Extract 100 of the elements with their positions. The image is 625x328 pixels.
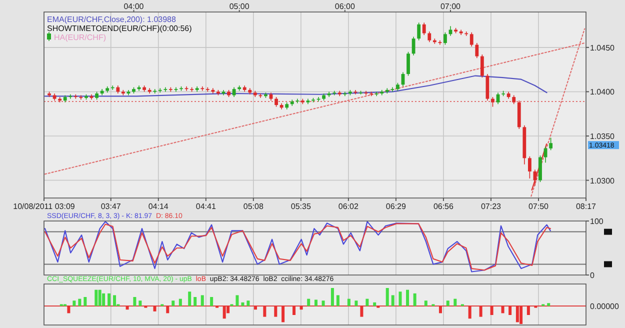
y-tick-label: 1.0450	[590, 43, 616, 52]
bar	[446, 300, 450, 306]
bar	[222, 306, 226, 319]
annotation: SHOWTIMETOEND(EUR/CHF)(0:00:56)	[47, 24, 192, 33]
candlestick	[549, 137, 553, 151]
bar	[366, 298, 369, 306]
candlestick	[438, 40, 442, 46]
candlestick	[475, 42, 479, 58]
bar	[254, 306, 257, 310]
bar	[292, 306, 296, 315]
y-tick-label: 100	[590, 217, 604, 226]
x-tick-label: 05:35	[290, 202, 312, 211]
candlestick	[406, 51, 410, 76]
candlestick	[538, 155, 542, 182]
bar	[330, 288, 334, 306]
bar	[307, 298, 310, 306]
bar	[386, 288, 389, 306]
bar	[490, 306, 494, 315]
candlestick	[417, 22, 421, 41]
bar	[188, 292, 192, 306]
bar	[479, 306, 482, 317]
y-tick-label: 1.0300	[590, 176, 616, 186]
candlestick	[200, 86, 204, 92]
x-tick-label: 08:17	[576, 202, 597, 211]
bar	[274, 306, 278, 317]
text: EMA(EUR/CHF,Close,200): 1.03988	[47, 15, 176, 24]
candlestick	[274, 96, 278, 108]
bar	[166, 306, 170, 314]
bar	[138, 300, 142, 306]
y-tick-label: 1.0350	[590, 132, 616, 141]
bar	[210, 297, 214, 306]
x-tick-label: 07:50	[528, 202, 550, 211]
x-tick-label: 05:08	[243, 202, 264, 211]
bar	[72, 300, 76, 306]
bar	[241, 302, 244, 306]
candlestick	[332, 90, 336, 96]
bar	[282, 306, 285, 322]
bar	[520, 306, 523, 324]
bar	[322, 300, 325, 306]
x-tick-label: 10/08/2011 03:09	[13, 202, 76, 211]
x2-tick-label: 06:00	[334, 2, 356, 11]
bar	[373, 302, 376, 306]
candlestick	[491, 96, 494, 108]
bar	[102, 293, 106, 306]
ref-line-label: 0.00000	[590, 302, 620, 311]
bar	[263, 306, 266, 317]
candlestick	[184, 86, 188, 92]
bar	[468, 306, 472, 319]
bar	[194, 297, 197, 306]
candlestick	[422, 22, 426, 36]
bar	[347, 298, 350, 306]
candlestick	[428, 31, 432, 43]
x-tick-label: 04:14	[148, 202, 169, 211]
candlestick	[444, 32, 447, 46]
x2-tick-label: 07:00	[440, 2, 462, 11]
bar	[501, 306, 504, 314]
x-tick-label: 03:47	[100, 202, 122, 211]
x-tick-label: 06:56	[433, 202, 454, 211]
bar	[336, 295, 340, 306]
bar	[413, 293, 416, 306]
candlestick	[480, 54, 484, 78]
bar	[526, 306, 530, 315]
bar	[94, 290, 98, 306]
bar	[108, 293, 111, 306]
x-tick-label: 06:02	[338, 202, 359, 211]
bar	[84, 297, 87, 306]
bar	[547, 303, 550, 306]
bar	[438, 306, 442, 314]
y-tick-label: 1.0400	[590, 88, 616, 97]
bar	[78, 298, 82, 306]
bar	[172, 300, 175, 306]
bar	[178, 298, 182, 306]
bar	[153, 306, 156, 312]
line-series	[44, 75, 548, 97]
bar	[391, 295, 394, 306]
bar	[360, 306, 364, 317]
candlestick	[374, 91, 378, 97]
candlestick	[343, 91, 347, 97]
candlestick	[544, 146, 548, 163]
bar	[133, 297, 136, 306]
candlestick	[364, 90, 368, 96]
candlestick	[232, 86, 236, 98]
candlestick	[158, 88, 162, 93]
bar	[113, 295, 116, 306]
bar	[354, 300, 358, 306]
bar	[98, 290, 102, 306]
x-tick-label: 04:41	[196, 202, 216, 211]
x2-tick-label: 05:00	[229, 2, 250, 11]
candlestick	[528, 156, 532, 179]
y-tick-label: 0	[590, 271, 595, 280]
bar	[454, 298, 457, 306]
bar	[314, 300, 318, 306]
legend-label: HA(EUR/CHF)	[54, 33, 106, 42]
candlestick	[354, 90, 358, 95]
candlestick	[470, 32, 474, 47]
bar	[406, 290, 410, 306]
candlestick	[68, 94, 72, 100]
x-tick-label: 06:29	[386, 202, 406, 211]
bar	[508, 306, 512, 315]
bar	[200, 295, 204, 306]
